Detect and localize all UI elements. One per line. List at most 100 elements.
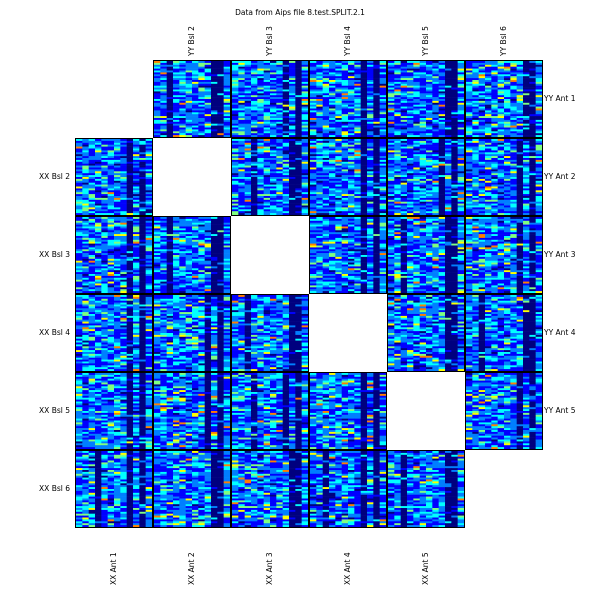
heatmap-cell [289,158,296,161]
heatmap-cell [173,133,180,136]
heatmap-cell [95,211,102,214]
heatmap-cell [510,146,517,149]
heatmap-cell [457,125,465,128]
heatmap-cell [354,211,361,214]
heatmap-cell [360,66,368,69]
heatmap-cell [516,197,524,201]
heatmap-cell [457,102,465,105]
heatmap-cell [289,64,296,67]
heatmap-cell [295,93,302,96]
heatmap-cell [120,228,127,231]
heatmap-cell [232,156,239,159]
heatmap-cell [491,182,498,185]
heatmap-cell [251,169,258,172]
heatmap-cell [179,114,186,117]
heatmap-cell [516,205,524,208]
heatmap-cell [329,159,336,163]
heatmap-cell [223,66,231,69]
heatmap-cell [516,123,524,126]
heatmap-cell [491,173,498,176]
heatmap-cell [101,236,108,239]
heatmap-cell [516,144,524,147]
heatmap-cell [523,146,530,149]
heatmap-cell [232,129,239,132]
heatmap-cell [107,194,115,197]
heatmap-cell [419,154,427,157]
heatmap-cell [516,78,524,81]
heatmap-cell [438,152,446,155]
heatmap-cell [173,114,180,117]
heatmap-cell [497,207,505,210]
heatmap-cell [82,144,89,147]
heatmap-cell [472,83,479,86]
heatmap-cell [295,171,302,174]
heatmap-cell [445,190,452,193]
heatmap-cell [360,209,368,212]
heatmap-cell [445,154,452,157]
heatmap-cell [173,83,180,86]
heatmap-cell [497,99,505,102]
heatmap-cell [388,62,395,66]
heatmap-cell [244,163,252,166]
heatmap-cell [510,85,517,88]
heatmap-cell [322,146,330,149]
heatmap-cell [263,159,271,163]
heatmap-cell [426,91,433,94]
heatmap-cell [516,188,524,191]
heatmap-cell [445,97,452,100]
heatmap-cell [251,186,258,189]
heatmap-cell [198,80,205,83]
heatmap-cell [166,125,174,128]
heatmap-cell [257,121,264,124]
heatmap-cell [407,142,414,145]
heatmap-cell [301,154,309,157]
heatmap-cell [379,163,387,166]
panel-frame [309,138,387,216]
heatmap-cell [120,211,127,214]
heatmap-cell [466,154,473,157]
heatmap-cell [263,139,271,142]
heatmap-cell [497,114,505,117]
heatmap-cell [289,175,296,178]
heatmap-cell [497,146,505,149]
heatmap-cell [438,123,446,126]
heatmap-cell [379,144,387,147]
heatmap-cell [251,175,258,178]
heatmap-cell [101,213,108,216]
heatmap-cell [457,133,465,136]
heatmap-cell [426,178,433,182]
heatmap-cell [329,104,336,107]
heatmap-cell [301,159,309,163]
heatmap-cell [139,142,146,145]
heatmap-cell [367,199,374,202]
heatmap-cell [329,64,336,67]
heatmap-cell [497,213,505,216]
heatmap-cell [101,158,108,161]
heatmap-cell [282,188,290,191]
heatmap-cell [407,207,414,210]
heatmap-cell [354,131,361,134]
heatmap-cell [535,213,543,216]
heatmap-cell [354,144,361,147]
heatmap-cell [295,203,302,206]
heatmap-cell [217,110,224,113]
heatmap-cell [472,99,479,102]
heatmap-cell [263,177,271,180]
heatmap-cell [179,62,186,66]
heatmap-cell [529,175,536,178]
heatmap-cell [270,150,277,153]
heatmap-cell [354,87,361,90]
heatmap-cell [316,123,323,126]
heatmap-cell [491,87,498,90]
heatmap-cell [238,102,245,105]
heatmap-cell [232,201,239,204]
heatmap-cell [223,70,231,73]
heatmap-cell [120,239,127,242]
heatmap-cell [426,205,433,208]
heatmap-cell [426,144,433,147]
heatmap-cell [432,85,439,88]
heatmap-cell [419,171,427,174]
heatmap-cell [367,87,374,90]
heatmap-cell [282,180,290,183]
heatmap-cell [120,199,127,202]
